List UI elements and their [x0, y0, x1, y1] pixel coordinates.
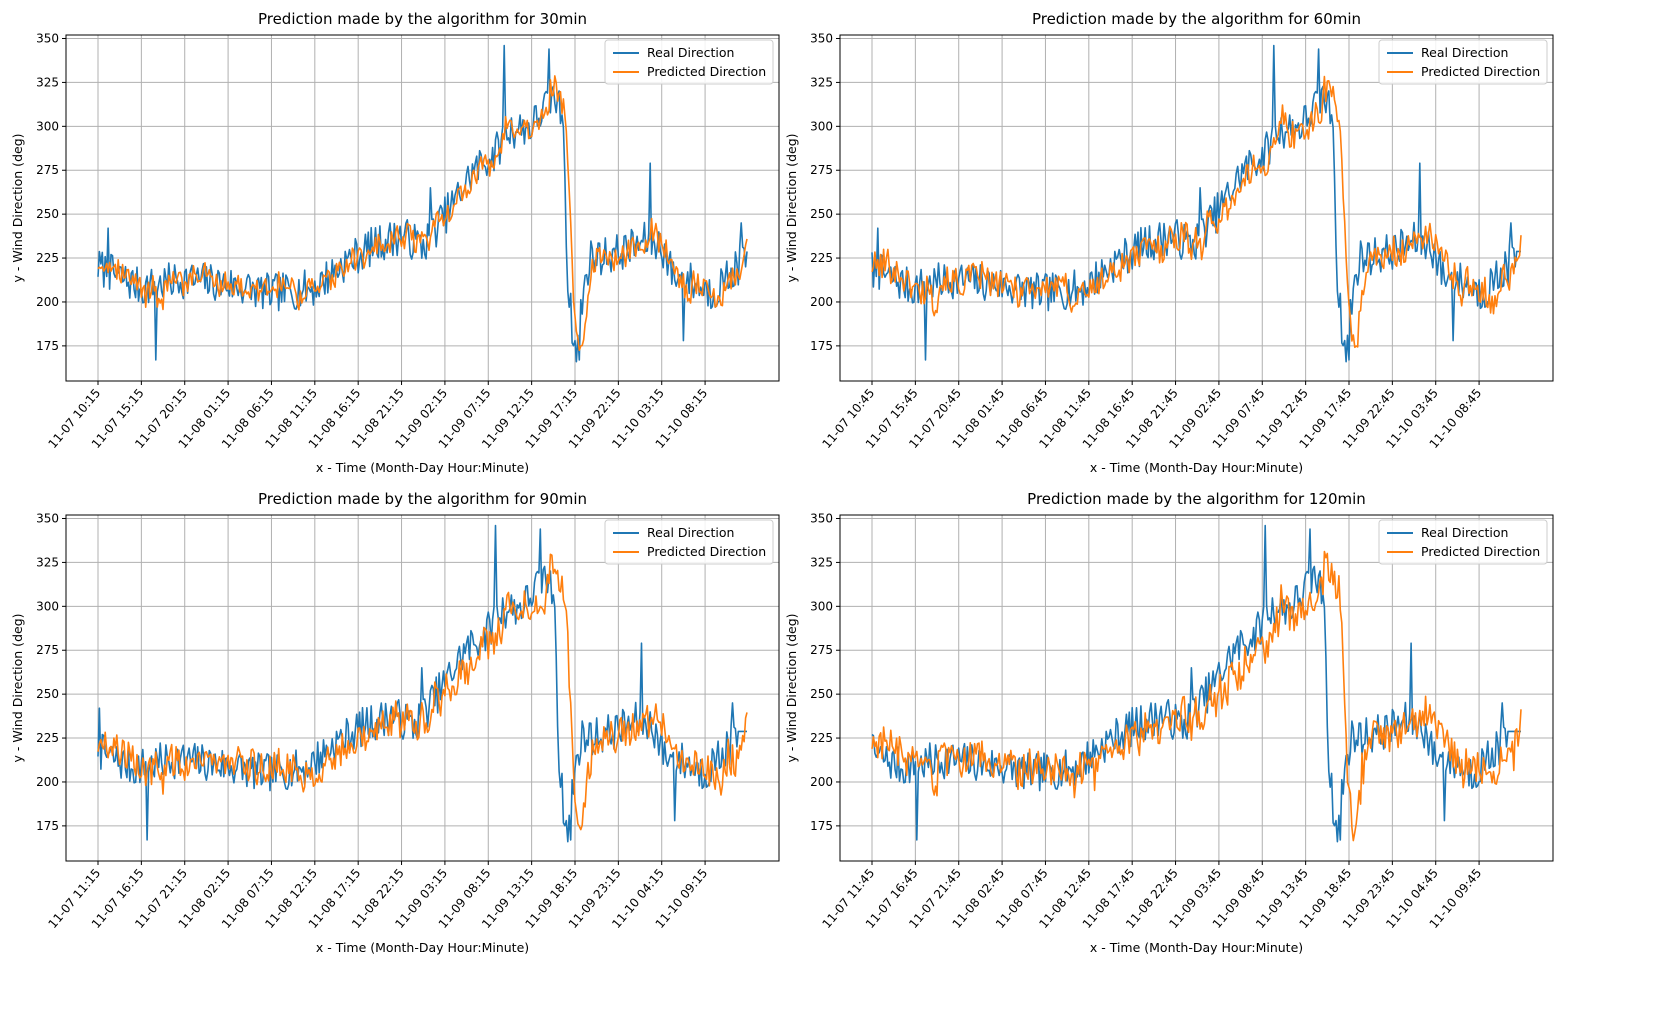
legend-box [1378, 519, 1548, 565]
legend-entry: Real Direction [647, 525, 734, 540]
x-axis-label: x - Time (Month-Day Hour:Minute) [1090, 940, 1303, 955]
chart-title: Prediction made by the algorithm for 30m… [258, 10, 587, 28]
y-axis-label: y - Wind Direction (deg) [784, 134, 799, 283]
y-tick-label: 225 [810, 251, 833, 265]
legend-entry: Real Direction [1421, 525, 1508, 540]
y-tick-label: 275 [36, 163, 59, 177]
y-axis-label: y - Wind Direction (deg) [784, 614, 799, 763]
y-tick-label: 350 [36, 32, 59, 46]
y-tick-label: 275 [36, 643, 59, 657]
y-tick-label: 325 [810, 555, 833, 569]
plot-frame [839, 514, 1554, 862]
predicted-direction-line [97, 75, 748, 352]
legend: Real Direction Predicted Direction [604, 39, 774, 85]
y-tick-label: 225 [36, 731, 59, 745]
plot-frame [839, 34, 1554, 382]
chart-title: Prediction made by the algorithm for 60m… [1032, 10, 1361, 28]
y-tick-label: 275 [810, 643, 833, 657]
y-tick-label: 200 [36, 295, 59, 309]
x-axis-label: x - Time (Month-Day Hour:Minute) [316, 460, 529, 475]
y-axis-label: y - Wind Direction (deg) [10, 134, 25, 283]
chart-title: Prediction made by the algorithm for 90m… [258, 490, 587, 508]
y-tick-label: 350 [810, 32, 833, 46]
real-direction-line [97, 44, 748, 363]
x-axis-label: x - Time (Month-Day Hour:Minute) [316, 940, 529, 955]
legend-box [604, 519, 774, 565]
y-tick-label: 300 [810, 119, 833, 133]
y-tick-label: 300 [36, 119, 59, 133]
y-tick-label: 175 [810, 339, 833, 353]
y-tick-label: 200 [36, 775, 59, 789]
predicted-direction-line [871, 75, 1522, 349]
y-tick-label: 225 [810, 731, 833, 745]
y-tick-label: 200 [810, 775, 833, 789]
predicted-direction-line [871, 550, 1522, 842]
y-tick-label: 325 [36, 555, 59, 569]
plot-frame [65, 514, 780, 862]
y-tick-label: 175 [810, 819, 833, 833]
y-tick-label: 250 [810, 687, 833, 701]
y-tick-label: 325 [36, 75, 59, 89]
y-tick-label: 225 [36, 251, 59, 265]
y-tick-label: 275 [810, 163, 833, 177]
legend-box [1378, 39, 1548, 85]
y-tick-label: 350 [36, 512, 59, 526]
y-tick-label: 250 [36, 207, 59, 221]
y-tick-label: 200 [810, 295, 833, 309]
legend-entry: Predicted Direction [647, 544, 766, 559]
predicted-direction-line [97, 553, 748, 831]
legend-entry: Real Direction [647, 45, 734, 60]
legend-entry: Real Direction [1421, 45, 1508, 60]
legend-entry: Predicted Direction [1421, 544, 1540, 559]
legend-entry: Predicted Direction [1421, 64, 1540, 79]
chart-title: Prediction made by the algorithm for 120… [1027, 490, 1366, 508]
real-direction-line [871, 44, 1521, 363]
y-tick-label: 250 [36, 687, 59, 701]
y-tick-label: 325 [810, 75, 833, 89]
y-tick-label: 300 [36, 599, 59, 613]
real-direction-line [871, 524, 1521, 843]
legend: Real Direction Predicted Direction [604, 519, 774, 565]
y-tick-label: 250 [810, 207, 833, 221]
y-tick-label: 175 [36, 339, 59, 353]
y-tick-label: 300 [810, 599, 833, 613]
x-axis-label: x - Time (Month-Day Hour:Minute) [1090, 460, 1303, 475]
real-direction-line [97, 524, 747, 843]
legend-entry: Predicted Direction [647, 64, 766, 79]
legend: Real Direction Predicted Direction [1378, 39, 1548, 85]
legend: Real Direction Predicted Direction [1378, 519, 1548, 565]
plot-frame [65, 34, 780, 382]
y-axis-label: y - Wind Direction (deg) [10, 614, 25, 763]
y-tick-label: 350 [810, 512, 833, 526]
legend-box [604, 39, 774, 85]
y-tick-label: 175 [36, 819, 59, 833]
